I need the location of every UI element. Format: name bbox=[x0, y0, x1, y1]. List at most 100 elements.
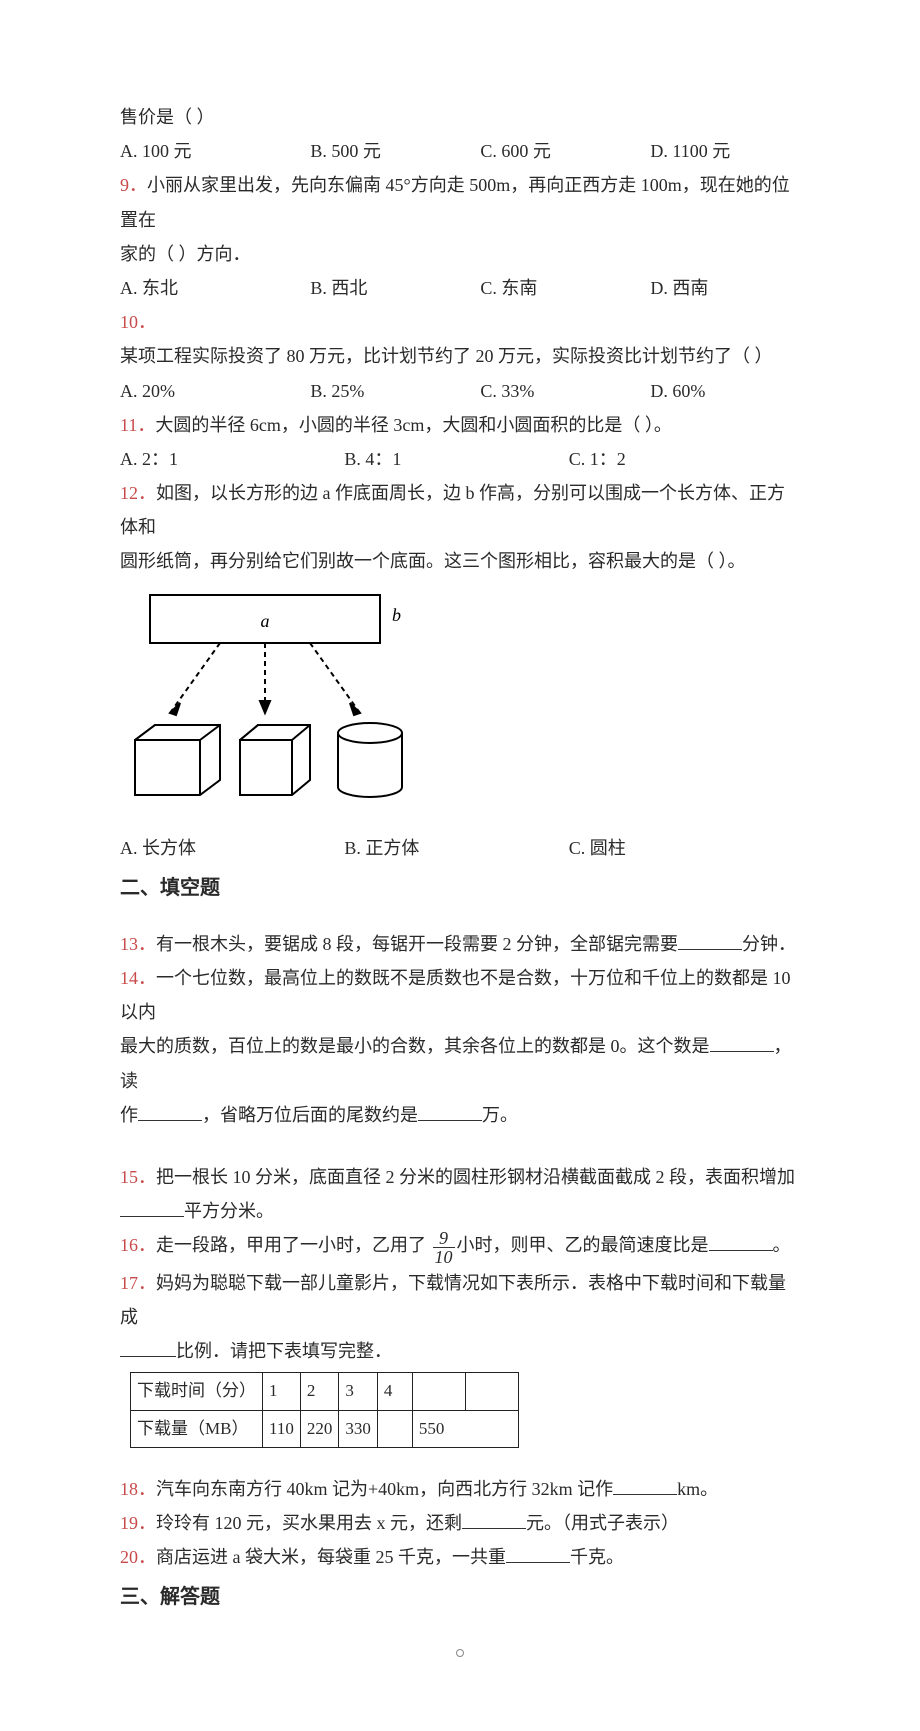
q16-post: 小时，则甲、乙的最简速度比是 bbox=[457, 1235, 709, 1255]
q12-diagram: a b bbox=[130, 585, 440, 825]
q15-text2: 平方分米。 bbox=[184, 1201, 274, 1221]
q11-choices: A. 2：1 B. 4：1 C. 1：2 bbox=[120, 442, 800, 476]
q9-choice-c: C. 东南 bbox=[480, 271, 650, 305]
q11-text: 大圆的半径 6cm，小圆的半径 3cm，大圆和小圆面积的比是（ ）。 bbox=[155, 415, 671, 435]
q8-choice-c: C. 600 元 bbox=[480, 134, 650, 168]
q11-number: 11． bbox=[120, 415, 155, 435]
section-2-title: 二、填空题 bbox=[120, 869, 800, 907]
q15-number: 15． bbox=[120, 1167, 156, 1187]
q16-blank bbox=[709, 1234, 773, 1251]
q13-pre: 有一根木头，要锯成 8 段，每锯开一段需要 2 分钟，全部锯完需要 bbox=[156, 934, 678, 954]
q19-line: 19．玲玲有 120 元，买水果用去 x 元，还剩 元。（用式子表示） bbox=[120, 1506, 800, 1540]
table-cell bbox=[465, 1373, 518, 1410]
q12-choice-c: C. 圆柱 bbox=[569, 831, 793, 865]
table-cell: 110 bbox=[263, 1410, 301, 1447]
q9-number: 9． bbox=[120, 175, 147, 195]
q13-line: 13．有一根木头，要锯成 8 段，每锯开一段需要 2 分钟，全部锯完需要 分钟． bbox=[120, 927, 800, 961]
q10-line: 10．某项工程实际投资了 80 万元，比计划节约了 20 万元，实际投资比计划节… bbox=[120, 305, 800, 373]
table-cell bbox=[412, 1373, 465, 1410]
label-a: a bbox=[261, 611, 270, 631]
q14-number: 14． bbox=[120, 968, 156, 988]
q18-post: km。 bbox=[677, 1479, 718, 1499]
q17-text2: 比例．请把下表填写完整． bbox=[176, 1341, 392, 1361]
table-head-amount: 下载量（MB） bbox=[131, 1410, 263, 1447]
q13-post: 分钟． bbox=[742, 934, 796, 954]
q12-line2: 圆形纸筒，再分别给它们别故一个底面。这三个图形相比，容积最大的是（ ）。 bbox=[120, 544, 800, 578]
q10-choice-c: C. 33% bbox=[480, 374, 650, 408]
q16-tail: 。 bbox=[773, 1235, 791, 1255]
q12-diagram-svg: a b bbox=[130, 585, 440, 825]
table-cell: 220 bbox=[300, 1410, 339, 1447]
q16-fraction: 910 bbox=[433, 1229, 455, 1266]
q20-line: 20．商店运进 a 袋大米，每袋重 25 千克，一共重 千克。 bbox=[120, 1540, 800, 1574]
q17-line2: 比例．请把下表填写完整． bbox=[120, 1334, 800, 1368]
q15-blank bbox=[120, 1200, 184, 1217]
q12-number: 12． bbox=[120, 483, 156, 503]
q14-line1: 14．一个七位数，最高位上的数既不是质数也不是合数，十万位和千位上的数都是 10… bbox=[120, 961, 800, 1029]
q9-text1: 小丽从家里出发，先向东偏南 45°方向走 500m，再向正西方走 100m，现在… bbox=[120, 175, 790, 229]
q20-post: 千克。 bbox=[570, 1547, 624, 1567]
q9-line2: 家的（ ）方向． bbox=[120, 237, 800, 271]
q13-number: 13． bbox=[120, 934, 156, 954]
q12-choice-b: B. 正方体 bbox=[344, 831, 568, 865]
q16-frac-num: 9 bbox=[433, 1229, 455, 1248]
q12-text1: 如图，以长方形的边 a 作底面周长，边 b 作高，分别可以围成一个长方体、正方体… bbox=[120, 483, 785, 537]
q8-choice-d: D. 1100 元 bbox=[650, 134, 800, 168]
q19-post: 元。（用式子表示） bbox=[526, 1513, 679, 1533]
q18-line: 18．汽车向东南方行 40km 记为+40km，向西北方行 32km 记作km。 bbox=[120, 1472, 800, 1506]
q16-pre: 走一段路，甲用了一小时，乙用了 bbox=[156, 1235, 431, 1255]
q13-blank bbox=[678, 933, 742, 950]
exam-page: 售价是（ ） A. 100 元 B. 500 元 C. 600 元 D. 110… bbox=[0, 0, 920, 1731]
section-3-title: 三、解答题 bbox=[120, 1578, 800, 1616]
table-head-time: 下载时间（分） bbox=[131, 1373, 263, 1410]
q12-choices: A. 长方体 B. 正方体 C. 圆柱 bbox=[120, 831, 800, 865]
q19-pre: 玲玲有 120 元，买水果用去 x 元，还剩 bbox=[156, 1513, 462, 1533]
q14-blank1 bbox=[710, 1035, 774, 1052]
q15-text1: 把一根长 10 分米，底面直径 2 分米的圆柱形钢材沿横截面截成 2 段，表面积… bbox=[156, 1167, 795, 1187]
q14-blank2 bbox=[138, 1104, 202, 1121]
q17-text1: 妈妈为聪聪下载一部儿童影片，下载情况如下表所示．表格中下载时间和下载量成 bbox=[120, 1273, 786, 1327]
q10-text: 某项工程实际投资了 80 万元，比计划节约了 20 万元，实际投资比计划节约了（… bbox=[120, 346, 773, 366]
q19-number: 19． bbox=[120, 1513, 156, 1533]
q15-line1: 15．把一根长 10 分米，底面直径 2 分米的圆柱形钢材沿横截面截成 2 段，… bbox=[120, 1160, 800, 1194]
q20-blank bbox=[506, 1546, 570, 1563]
q8-continuation: 售价是（ ） bbox=[120, 100, 800, 134]
q9-choice-d: D. 西南 bbox=[650, 271, 800, 305]
q10-choice-b: B. 25% bbox=[310, 374, 480, 408]
table-cell: 4 bbox=[377, 1373, 412, 1410]
table-row: 下载时间（分） 1 2 3 4 bbox=[131, 1373, 519, 1410]
q20-pre: 商店运进 a 袋大米，每袋重 25 千克，一共重 bbox=[156, 1547, 506, 1567]
q20-number: 20． bbox=[120, 1547, 156, 1567]
page-marker bbox=[120, 1636, 800, 1670]
q8-choices: A. 100 元 B. 500 元 C. 600 元 D. 1100 元 bbox=[120, 134, 800, 168]
q16-frac-den: 10 bbox=[433, 1248, 455, 1266]
q17-table: 下载时间（分） 1 2 3 4 下载量（MB） 110 220 330 550 bbox=[130, 1372, 519, 1448]
q14-line3: 作 ，省略万位后面的尾数约是 万。 bbox=[120, 1098, 800, 1132]
q8-choice-a: A. 100 元 bbox=[120, 134, 310, 168]
q10-choice-d: D. 60% bbox=[650, 374, 800, 408]
q11-choice-a: A. 2：1 bbox=[120, 442, 344, 476]
q18-pre: 汽车向东南方行 40km 记为+40km，向西北方行 32km 记作 bbox=[156, 1479, 613, 1499]
q9-line1: 9．小丽从家里出发，先向东偏南 45°方向走 500m，再向正西方走 100m，… bbox=[120, 168, 800, 236]
q14-text2a: 最大的质数，百位上的数是最小的合数，其余各位上的数都是 0。这个数是 bbox=[120, 1036, 710, 1056]
table-cell: 550 bbox=[412, 1410, 518, 1447]
table-cell: 1 bbox=[263, 1373, 301, 1410]
q14-text3a: 作 bbox=[120, 1105, 138, 1125]
q10-choice-a: A. 20% bbox=[120, 374, 310, 408]
label-b: b bbox=[392, 605, 401, 625]
q14-blank3 bbox=[418, 1104, 482, 1121]
table-cell bbox=[377, 1410, 412, 1447]
q17-number: 17． bbox=[120, 1273, 156, 1293]
q18-blank bbox=[613, 1478, 677, 1495]
q15-line2: 平方分米。 bbox=[120, 1194, 800, 1228]
q14-text3c: 万。 bbox=[482, 1105, 518, 1125]
table-cell: 2 bbox=[300, 1373, 339, 1410]
q14-text3b: ，省略万位后面的尾数约是 bbox=[202, 1105, 418, 1125]
q17-line1: 17．妈妈为聪聪下载一部儿童影片，下载情况如下表所示．表格中下载时间和下载量成 bbox=[120, 1266, 800, 1334]
q14-text1: 一个七位数，最高位上的数既不是质数也不是合数，十万位和千位上的数都是 10 以内 bbox=[120, 968, 791, 1022]
q11-line: 11．大圆的半径 6cm，小圆的半径 3cm，大圆和小圆面积的比是（ ）。 bbox=[120, 408, 800, 442]
page-dot-icon bbox=[456, 1649, 464, 1657]
q12-choice-a: A. 长方体 bbox=[120, 831, 344, 865]
q11-choice-b: B. 4：1 bbox=[344, 442, 568, 476]
q17-blank bbox=[120, 1340, 176, 1357]
